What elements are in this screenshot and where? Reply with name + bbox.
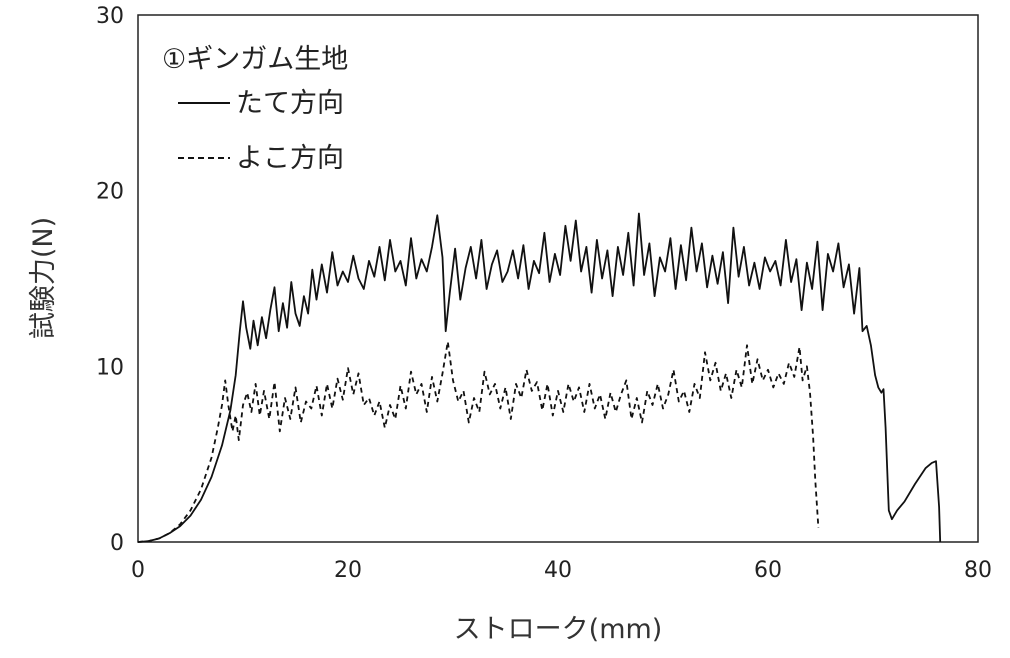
x-tick-label: 80 xyxy=(964,558,992,583)
x-tick-label: 0 xyxy=(131,558,145,583)
series-line-tate xyxy=(137,212,942,543)
y-tick-label: 0 xyxy=(110,531,124,556)
legend: ①ギンガム生地 たて方向 よこ方向 xyxy=(162,44,348,174)
series-layer xyxy=(137,212,942,543)
y-axis-tick-labels: 0 10 20 30 xyxy=(96,4,124,556)
y-tick-label: 20 xyxy=(96,180,124,205)
legend-heading: ①ギンガム生地 xyxy=(162,44,348,75)
legend-label-yoko: よこ方向 xyxy=(236,143,344,174)
y-tick-label: 10 xyxy=(96,355,124,380)
y-tick-label: 30 xyxy=(96,4,124,29)
x-tick-label: 40 xyxy=(544,558,572,583)
y-axis-title: 試験力(N) xyxy=(28,217,59,339)
plot-area xyxy=(137,14,979,543)
x-axis-title: ストローク(mm) xyxy=(454,614,663,645)
series-line-yoko xyxy=(137,340,820,543)
legend-label-tate: たて方向 xyxy=(236,88,344,119)
x-axis-tick-labels: 0 20 40 60 80 xyxy=(131,558,992,583)
x-tick-label: 60 xyxy=(754,558,782,583)
x-tick-label: 20 xyxy=(334,558,362,583)
